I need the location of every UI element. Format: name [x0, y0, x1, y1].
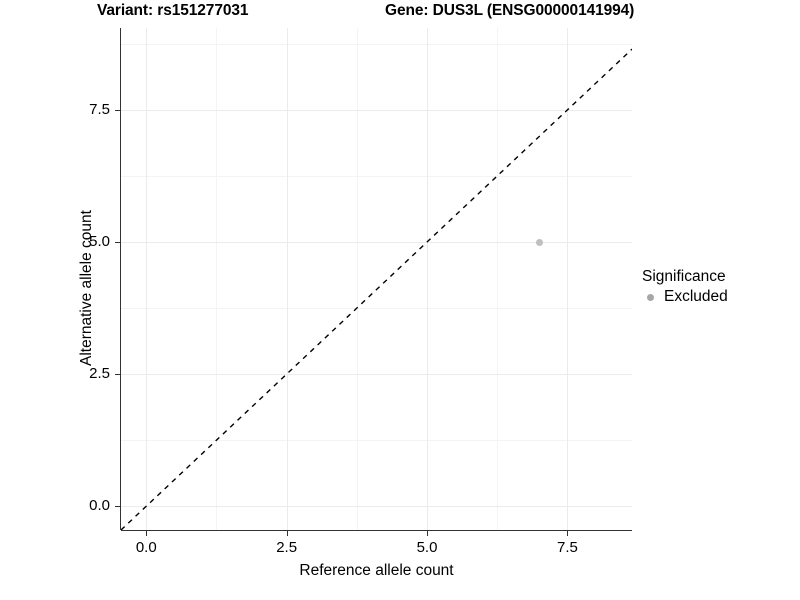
- x-tick-label: 2.5: [276, 539, 298, 556]
- x-tick-mark: [146, 531, 148, 536]
- gridline-minor-vertical: [216, 28, 218, 530]
- gridline-major-horizontal: [121, 242, 632, 243]
- legend-item-label: Excluded: [664, 288, 728, 305]
- legend-item: Excluded: [642, 288, 728, 306]
- legend: Significance Excluded: [642, 268, 728, 306]
- chart-title-row: Variant: rs151277031 Gene: DUS3L (ENSG00…: [0, 2, 800, 24]
- gridline-major-vertical: [146, 28, 148, 530]
- x-axis-title: Reference allele count: [299, 562, 454, 579]
- x-tick-label: 7.5: [556, 539, 578, 556]
- x-tick-label: 5.0: [416, 539, 438, 556]
- y-tick-label: 5.0: [89, 233, 110, 250]
- gridline-major-vertical: [427, 28, 429, 530]
- gridline-minor-horizontal: [121, 43, 632, 45]
- x-tick-mark: [427, 531, 429, 536]
- legend-dot-icon: [647, 293, 654, 301]
- legend-key: [642, 288, 659, 306]
- gridline-minor-horizontal: [121, 175, 632, 177]
- gridline-minor-vertical: [497, 28, 499, 530]
- legend-entries: Excluded: [642, 288, 728, 306]
- x-axis-line: [121, 530, 632, 531]
- identity-reference-line: [121, 48, 632, 530]
- y-tick-label: 2.5: [89, 365, 110, 383]
- gridline-major-horizontal: [121, 109, 632, 111]
- plot-panel: [121, 28, 632, 530]
- gridline-major-horizontal: [121, 506, 632, 508]
- gridline-minor-vertical: [356, 28, 358, 530]
- y-tick-mark: [115, 109, 120, 111]
- y-tick-label: 0.0: [89, 497, 110, 515]
- y-axis-title: Alternative allele count: [78, 210, 95, 366]
- legend-title: Significance: [642, 268, 726, 285]
- gridline-minor-horizontal: [121, 308, 632, 310]
- x-tick-label: 0.0: [135, 539, 157, 556]
- y-tick-mark: [115, 242, 120, 243]
- y-tick-mark: [115, 506, 120, 508]
- y-tick-label: 7.5: [89, 100, 110, 118]
- variant-title: Variant: rs151277031: [97, 2, 249, 19]
- gridline-minor-horizontal: [121, 440, 632, 442]
- y-axis-line: [120, 28, 121, 530]
- x-tick-mark: [286, 531, 288, 536]
- data-point: [535, 238, 543, 246]
- gridline-major-horizontal: [121, 374, 632, 376]
- gridline-major-vertical: [567, 28, 569, 530]
- gridline-major-vertical: [286, 28, 288, 530]
- y-tick-mark: [115, 374, 120, 376]
- x-tick-mark: [567, 531, 569, 536]
- gene-title: Gene: DUS3L (ENSG00000141994): [385, 2, 635, 19]
